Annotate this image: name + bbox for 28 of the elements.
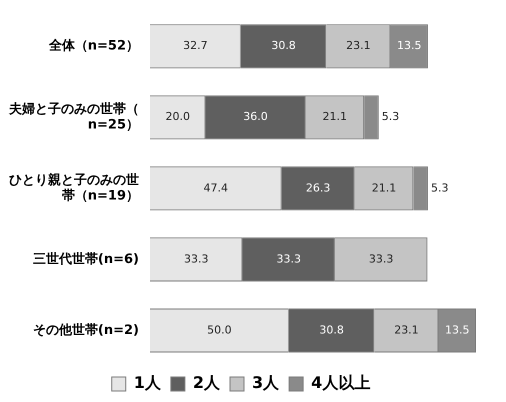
data-label: 20.0 [166, 110, 190, 124]
legend-label: 1人 [134, 373, 162, 392]
data-label: 26.3 [306, 181, 330, 194]
legend-label: 4人以上 [311, 373, 370, 392]
data-label: 33.3 [276, 252, 301, 266]
data-label: 23.1 [394, 323, 419, 336]
data-label: 30.8 [271, 39, 296, 52]
data-label: 50.0 [207, 323, 232, 336]
data-label: 13.5 [445, 323, 470, 336]
data-label: 36.0 [243, 110, 268, 124]
data-label: 30.8 [319, 323, 344, 336]
y-tick-label: 夫婦と子のみの世帯（n=25） [8, 102, 139, 133]
y-tick-label: 三世代世帯(n=6) [32, 252, 139, 267]
data-label: 23.1 [346, 39, 371, 52]
data-label: 5.3 [430, 181, 448, 194]
data-label: 33.3 [184, 252, 208, 266]
y-tick-label: 全体（n=52） [48, 38, 139, 54]
data-label: 32.7 [183, 39, 208, 52]
data-label: 13.5 [396, 39, 422, 52]
data-label: 21.1 [322, 110, 348, 124]
legend-label: 2人 [192, 373, 221, 392]
y-tick-label: その他世帯(n=2) [32, 322, 139, 338]
legend-label: 3人 [252, 373, 280, 392]
y-tick-label: ひとり親と子のみの世帯（n=19） [9, 172, 139, 204]
data-label: 33.3 [368, 252, 394, 266]
data-label: 5.3 [382, 110, 400, 124]
data-label: 21.1 [372, 181, 396, 194]
data-label: 47.4 [204, 181, 228, 194]
